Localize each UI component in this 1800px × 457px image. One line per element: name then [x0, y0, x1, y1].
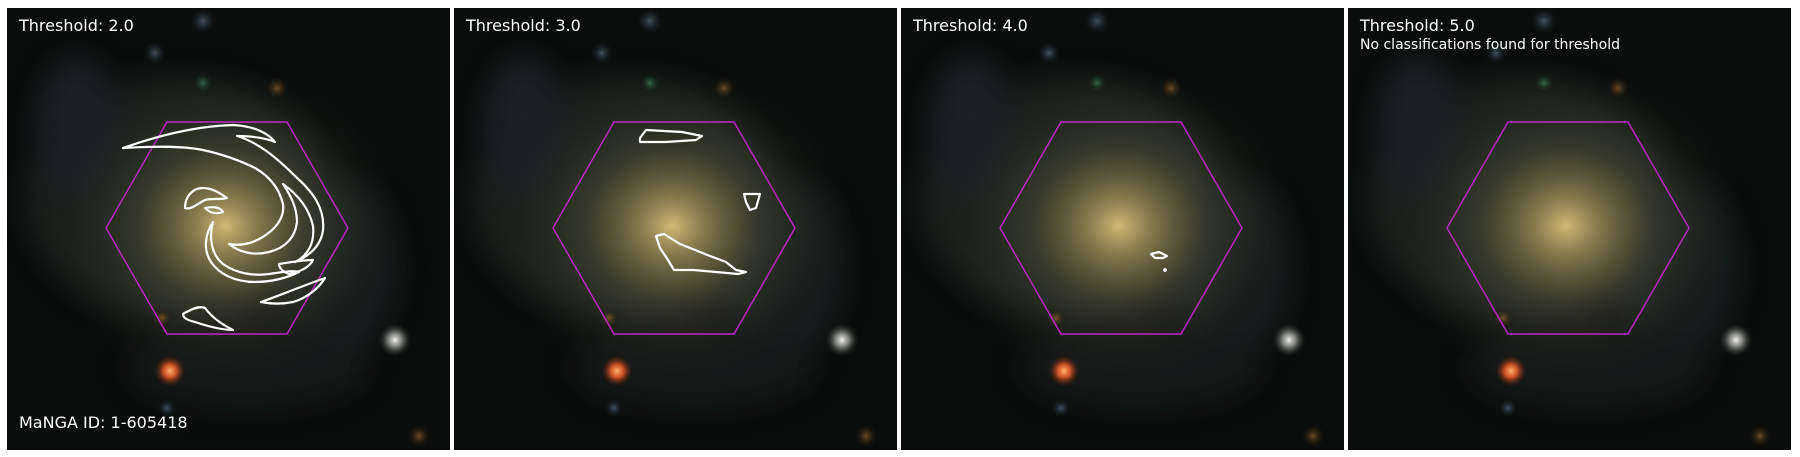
classification-contour: [277, 258, 315, 276]
ifu-hexagon: [1446, 121, 1690, 335]
ifu-hexagon: [105, 121, 349, 335]
galaxy-image: [454, 8, 897, 450]
galaxy-image: [7, 8, 450, 450]
ifu-hexagon: [552, 121, 796, 335]
ifu-hexagon: [999, 121, 1243, 335]
panel-threshold-5: Threshold: 5.0 No classifications found …: [1348, 8, 1791, 450]
classification-contour: [654, 232, 748, 276]
overlay: [105, 121, 349, 335]
classification-contour: [121, 123, 325, 264]
overlay: [1446, 121, 1690, 335]
classification-contour: [638, 128, 704, 144]
galaxy-image: [901, 8, 1344, 450]
panel-title: Threshold: 4.0: [913, 16, 1028, 35]
classification-contour: [259, 276, 327, 305]
classification-contour: [181, 306, 235, 332]
classification-contour: [1163, 268, 1167, 272]
panel-title: Threshold: 2.0: [19, 16, 134, 35]
no-classifications-note: No classifications found for threshold: [1360, 37, 1620, 53]
manga-id-label: MaNGA ID: 1-605418: [19, 413, 188, 432]
galaxy-image: [1348, 8, 1791, 450]
overlay: [552, 121, 796, 335]
panel-threshold-4: Threshold: 4.0: [901, 8, 1344, 450]
classification-contour: [183, 186, 229, 210]
classification-contour: [742, 192, 762, 212]
overlay: [999, 121, 1243, 335]
classification-contour: [1149, 250, 1169, 260]
panel-threshold-3: Threshold: 3.0: [454, 8, 897, 450]
classification-contour: [203, 206, 225, 215]
panel-title: Threshold: 5.0: [1360, 16, 1475, 35]
panel-title: Threshold: 3.0: [466, 16, 581, 35]
panel-threshold-2: Threshold: 2.0 MaNGA ID: 1-605418: [7, 8, 450, 450]
